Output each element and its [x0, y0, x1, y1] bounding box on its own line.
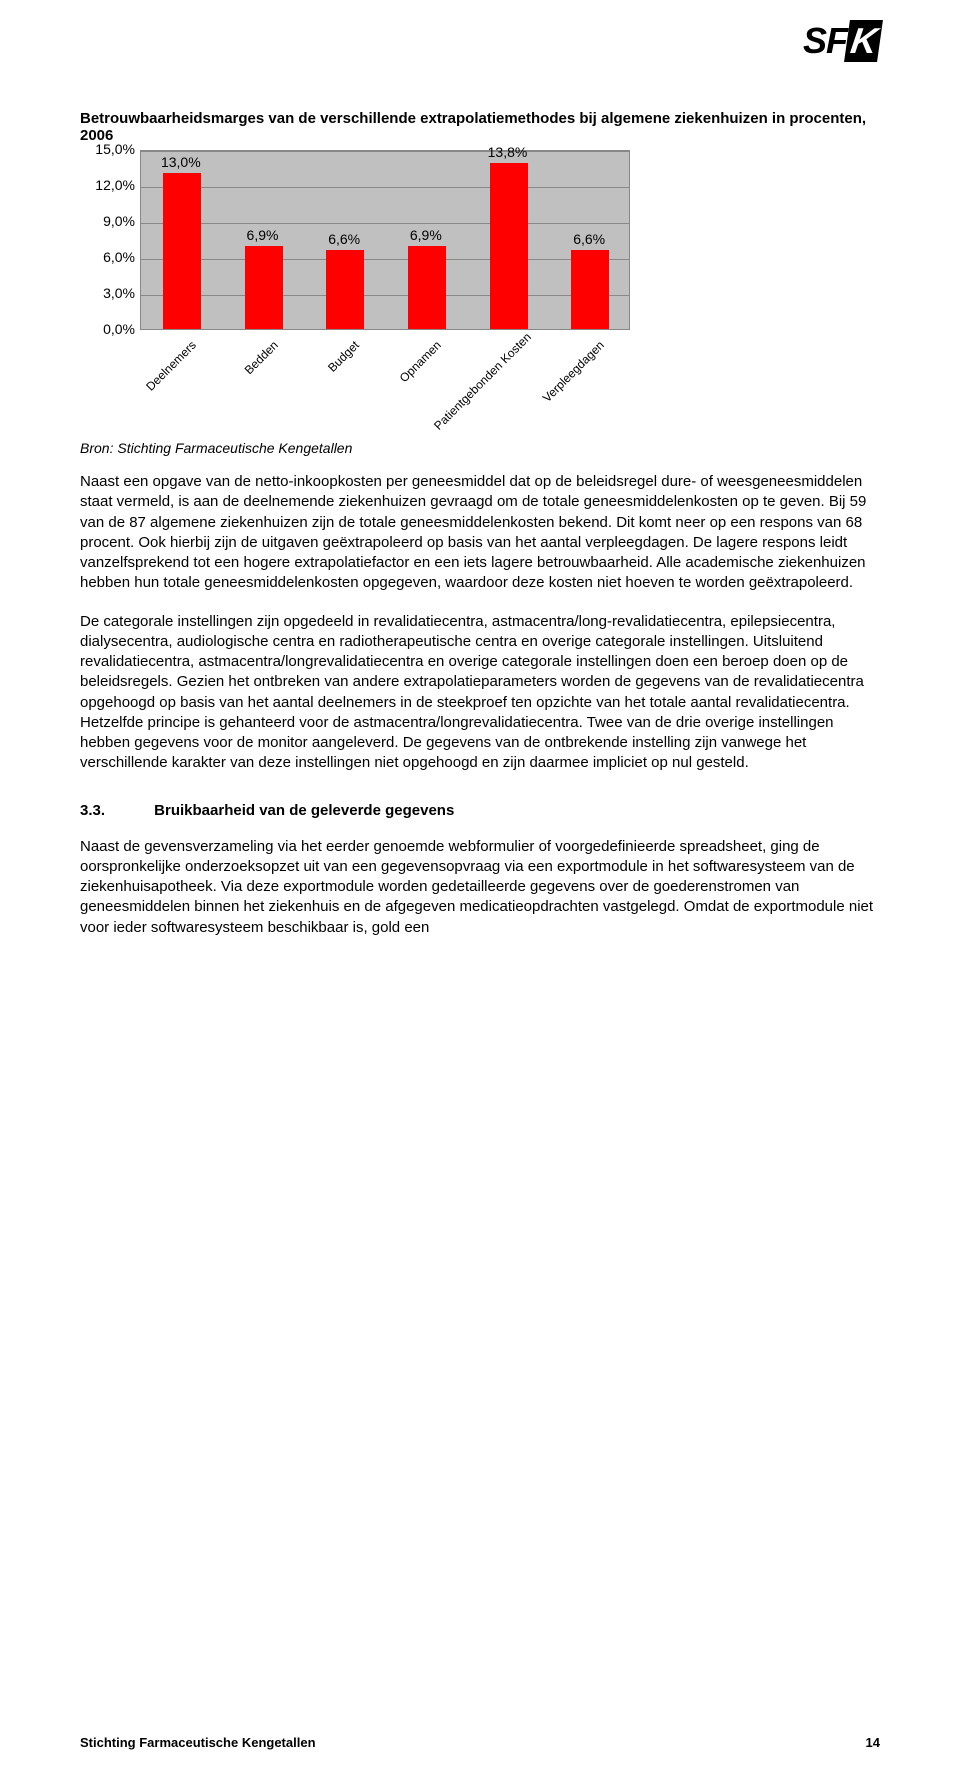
bar: [571, 250, 609, 329]
x-category-label: Verpleegdagen: [512, 338, 607, 433]
bar: [163, 173, 201, 329]
bar-value-label: 13,8%: [478, 144, 538, 160]
chart-source: Bron: Stichting Farmaceutische Kengetall…: [80, 440, 880, 456]
bar: [408, 246, 446, 329]
bar: [326, 250, 364, 329]
chart-container: 0,0%3,0%6,0%9,0%12,0%15,0%13,0%Deelnemer…: [80, 150, 640, 350]
y-tick-label: 15,0%: [80, 141, 135, 157]
x-category-label: Opnamen: [349, 338, 444, 433]
bar-value-label: 6,6%: [559, 231, 619, 247]
x-category-label: Deelnemers: [104, 338, 199, 433]
paragraph-2: De categorale instellingen zijn opgedeel…: [80, 612, 880, 774]
paragraph-1: Naast een opgave van de netto-inkoopkost…: [80, 472, 880, 594]
y-tick-label: 9,0%: [80, 213, 135, 229]
x-category-label: Bedden: [186, 338, 281, 433]
gridline: [141, 151, 629, 152]
bar-value-label: 13,0%: [151, 154, 211, 170]
gridline: [141, 295, 629, 296]
section-number: 3.3.: [80, 802, 150, 819]
paragraph-3: Naast de gevensverzameling via het eerde…: [80, 837, 880, 938]
footer-page-number: 14: [866, 1735, 880, 1750]
y-tick-label: 12,0%: [80, 177, 135, 193]
page-footer: Stichting Farmaceutische Kengetallen 14: [80, 1735, 880, 1750]
chart-plot-area: [140, 150, 630, 330]
logo-right: K: [844, 20, 883, 62]
gridline: [141, 259, 629, 260]
bar-value-label: 6,6%: [314, 231, 374, 247]
bar-value-label: 6,9%: [396, 227, 456, 243]
sfk-logo: SFK: [803, 20, 880, 62]
gridline: [141, 223, 629, 224]
y-tick-label: 3,0%: [80, 285, 135, 301]
section-title: Bruikbaarheid van de geleverde gegevens: [154, 802, 454, 819]
bar-value-label: 6,9%: [233, 227, 293, 243]
y-tick-label: 0,0%: [80, 321, 135, 337]
footer-left: Stichting Farmaceutische Kengetallen: [80, 1735, 316, 1750]
gridline: [141, 187, 629, 188]
logo-left: SF: [803, 20, 847, 61]
y-tick-label: 6,0%: [80, 249, 135, 265]
x-category-label: Budget: [267, 338, 362, 433]
bar: [490, 163, 528, 329]
section-heading: 3.3. Bruikbaarheid van de geleverde gege…: [80, 802, 880, 819]
bar: [245, 246, 283, 329]
x-category-label: Patientgebonden Kosten: [431, 338, 526, 433]
chart-title: Betrouwbaarheidsmarges van de verschille…: [80, 110, 880, 144]
